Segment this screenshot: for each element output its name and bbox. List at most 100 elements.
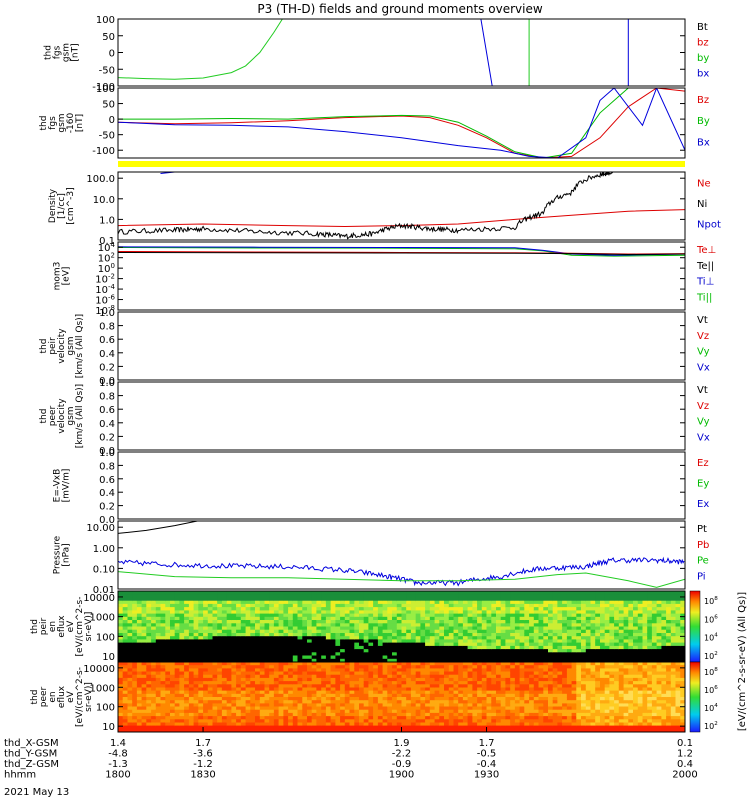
y-tick-label: 1.00 [93, 544, 115, 555]
x-tick-value: -2.2 [392, 749, 412, 760]
y-tick-label: 0.8 [99, 322, 115, 333]
legend-Ni: Ni [697, 199, 707, 210]
legend-Ti⊥: Ti⊥ [696, 277, 714, 288]
y-tick-label: 0.2 [99, 502, 115, 513]
x-tick-value: -0.4 [477, 759, 497, 770]
y-tick-label: 10000 [83, 593, 115, 604]
legend-Vz: Vz [697, 331, 709, 342]
legend-Ez: Ez [697, 458, 709, 469]
colorbar-tick-label: 106 [704, 614, 718, 624]
legend-Pe: Pe [697, 556, 709, 567]
y-tick-label: 0.8 [99, 392, 115, 403]
x-tick-value: -1.3 [108, 759, 128, 770]
y-tick-label: 0.10 [93, 564, 115, 575]
y-tick-label: 0.6 [99, 405, 115, 416]
y-tick-label: 50 [102, 32, 115, 43]
legend-bx: bx [697, 69, 709, 80]
x-tick-value: 1.7 [195, 738, 211, 749]
y-tick-label: 10.0 [93, 195, 115, 206]
date-label: 2021 May 13 [4, 787, 69, 798]
x-tick-value: 1800 [105, 770, 130, 781]
y-tick-label: 1.0 [99, 448, 115, 459]
y-tick-label: 0.8 [99, 461, 115, 472]
x-tick-value: 1.7 [479, 738, 495, 749]
y-tick-label: 1.0 [99, 378, 115, 389]
x-row-label: thd_X-GSM [4, 738, 59, 749]
color-bar [690, 662, 700, 732]
legend-Bt: Bt [697, 22, 708, 33]
x-tick-value: 0.4 [677, 759, 693, 770]
x-tick-value: -0.9 [392, 759, 412, 770]
y-tick-label: 10000 [83, 664, 115, 675]
y-axis-label: sr-eV)] [84, 612, 94, 642]
legend-Npot: Npot [697, 220, 721, 231]
panel-frame [118, 172, 685, 240]
legend-Pb: Pb [697, 540, 709, 551]
x-tick-value: 1900 [389, 770, 414, 781]
series-Bz [118, 88, 685, 158]
y-tick-label: -50 [99, 131, 115, 142]
legend-by: by [697, 53, 709, 64]
colorbar-tick-label: 108 [704, 667, 718, 677]
x-tick-value: 1.9 [394, 738, 410, 749]
y-tick-label: 0 [109, 115, 115, 126]
colorbar-tick-label: 104 [704, 703, 718, 713]
y-axis-label: [nT] [71, 43, 81, 61]
flag-bar [118, 161, 685, 167]
y-tick-label: 0.2 [99, 432, 115, 443]
x-row-label: thd_Z-GSM [4, 759, 59, 770]
y-axis-label: [nT] [75, 114, 85, 132]
y-tick-label: 0.4 [99, 349, 115, 360]
x-tick-value: -0.5 [477, 749, 497, 760]
y-tick-label: 100.0 [86, 174, 115, 185]
x-tick-value: -3.6 [193, 749, 213, 760]
panel-frame [118, 382, 685, 450]
panel-frame [118, 312, 685, 380]
legend-Vt: Vt [697, 315, 708, 326]
y-tick-label: 100 [96, 84, 115, 95]
legend-Ex: Ex [697, 499, 709, 510]
x-tick-value: 2000 [672, 770, 697, 781]
x-tick-value: 1830 [190, 770, 215, 781]
x-row-label: hhmm [4, 770, 36, 781]
y-tick-label: 0.2 [99, 362, 115, 373]
y-axis-label: [km/s (All Qs)] [75, 314, 85, 378]
y-tick-label: 100 [96, 15, 115, 26]
x-tick-value: 1.2 [677, 749, 693, 760]
legend-By: By [697, 116, 710, 127]
colorbar-label: [eV/(cm^2-s-sr-eV) (All Qs)] [737, 592, 748, 731]
legend-Vx: Vx [697, 433, 710, 444]
colorbar-tick-label: 102 [704, 651, 718, 661]
panel-frame [118, 452, 685, 519]
y-axis-label: [mV/m] [62, 469, 72, 503]
y-tick-label: -50 [99, 65, 115, 76]
y-axis-label: [eV] [62, 267, 72, 286]
legend-Vz: Vz [697, 401, 709, 412]
y-tick-label: -100 [92, 146, 115, 157]
legend-Vy: Vy [697, 417, 710, 428]
page-title: P3 (TH-D) fields and ground moments over… [257, 2, 542, 16]
colorbar-tick-label: 102 [704, 721, 718, 731]
legend-Te⊥: Te⊥ [696, 245, 716, 256]
x-row-label: thd_Y-GSM [4, 749, 57, 760]
y-axis-label: [cm^-3] [66, 187, 76, 224]
x-tick-value: -1.2 [193, 759, 213, 770]
y-tick-label: 0.6 [99, 475, 115, 486]
legend-Vy: Vy [697, 347, 710, 358]
series-Ne [118, 210, 685, 227]
y-tick-label: 1.0 [99, 215, 115, 226]
y-tick-label: 50 [102, 100, 115, 111]
y-tick-label: 1.0 [99, 308, 115, 319]
legend-Vx: Vx [697, 363, 710, 374]
y-tick-label: 10.00 [86, 523, 115, 534]
legend-Pt: Pt [697, 524, 707, 535]
